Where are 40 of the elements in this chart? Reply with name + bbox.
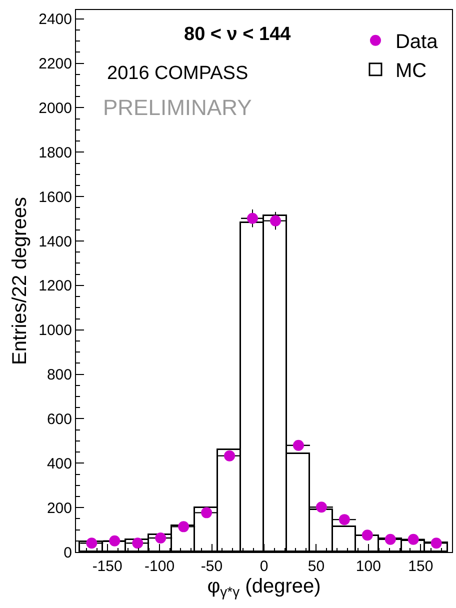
- x-tick-label: 100: [356, 558, 381, 575]
- point: [362, 530, 373, 541]
- point: [430, 538, 442, 549]
- y-tick-label: 1000: [38, 322, 72, 340]
- point: [292, 440, 304, 451]
- x-tick-label: -150: [92, 558, 122, 575]
- y-tick-label: 600: [46, 410, 72, 428]
- annotation: 80 < ν < 144: [184, 24, 292, 45]
- point: [109, 535, 120, 546]
- point: [247, 212, 258, 224]
- point: [316, 502, 327, 513]
- x-tick-label: 0: [260, 558, 268, 575]
- y-tick-label: 1200: [38, 278, 72, 295]
- x-tick-label: 150: [408, 558, 434, 575]
- y-tick-label: 1600: [38, 188, 72, 206]
- y-tick-label: 1400: [38, 233, 72, 250]
- point: [178, 521, 190, 532]
- point: [408, 534, 419, 545]
- annotation: PRELIMINARY: [103, 95, 252, 120]
- point: [338, 514, 350, 526]
- y-tick-label: 0: [64, 544, 72, 562]
- y-tick-label: 2200: [38, 56, 72, 73]
- point: [201, 507, 212, 518]
- annotation: 2016 COMPASS: [107, 63, 248, 84]
- y-axis-title: Entries/22 degrees: [9, 197, 32, 365]
- y-tick-label: 2400: [38, 11, 72, 28]
- point: [224, 450, 236, 462]
- y-tick-label: 800: [46, 366, 72, 384]
- y-tick-label: 400: [46, 455, 72, 472]
- x-tick-label: -50: [200, 558, 223, 575]
- legend-label: Data: [395, 31, 439, 54]
- x-axis-title: φ$_{γ*γ}$ (degree): [207, 576, 321, 600]
- point: [270, 215, 281, 226]
- x-tick-label: -100: [144, 558, 175, 575]
- y-tick-label: 2000: [38, 100, 72, 117]
- y-tick-label: 1800: [38, 144, 72, 162]
- y-tick-label: 200: [46, 500, 72, 517]
- point: [86, 538, 98, 549]
- x-tick-label: 50: [308, 558, 325, 575]
- legend-label: MC: [395, 60, 427, 82]
